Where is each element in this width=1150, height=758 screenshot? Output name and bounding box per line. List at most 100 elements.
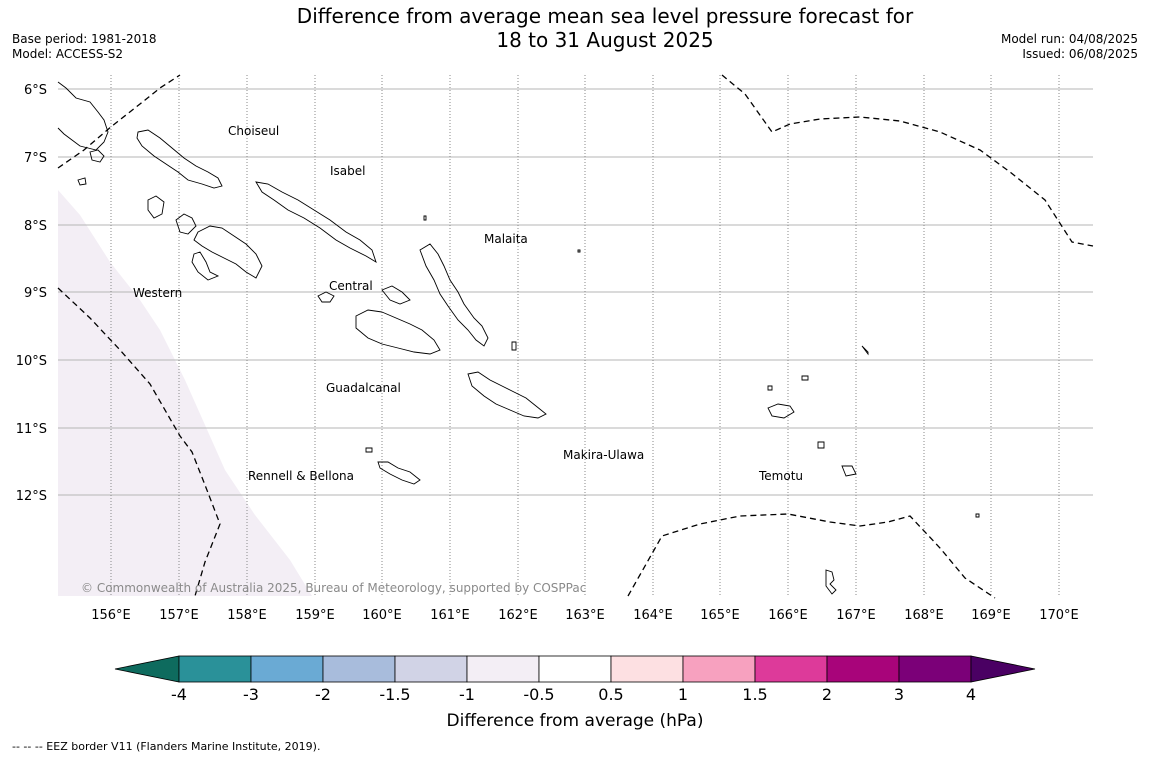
colorbar-tick-label: -1 [459,685,475,704]
lon-label: 168°E [904,608,944,623]
colorbar-segment [394,655,468,683]
province-labels: Choiseul Isabel Malaita Western Central … [133,124,803,483]
issued-date: Issued: 06/08/2025 [1022,47,1138,61]
title-line-2: 18 to 31 August 2025 [496,28,714,52]
colorbar-segment [826,655,900,683]
island-isabel [255,181,377,264]
label-guadalcanal: Guadalcanal [326,381,401,395]
label-makira-ulawa: Makira-Ulawa [563,448,644,462]
colorbar-segment [610,655,684,683]
colorbar-tick-label: 1 [678,685,688,704]
lat-label: 6°S [24,83,47,98]
lon-label: 167°E [836,608,876,623]
model-run: Model run: 04/08/2025 [1000,32,1138,46]
island-guadalcanal [355,309,441,355]
colorbar-label: Difference from average (hPa) [447,711,704,731]
island-tinakula [767,385,773,391]
colorbar-segment [754,655,828,683]
meta-left: Base period: 1981-2018 Model: ACCESS-S2 [12,32,157,62]
title-line-1: Difference from average mean sea level p… [296,4,914,28]
label-malaita: Malaita [484,232,528,246]
lon-label: 162°E [498,608,538,623]
chart-title: Difference from average mean sea level p… [250,4,960,52]
lon-label: 164°E [633,608,673,623]
colorbar-segment [322,655,396,683]
colorbar-tick-label: 4 [966,685,976,704]
island-small-nw [89,149,105,163]
island-tiny-nw [77,177,87,186]
label-isabel: Isabel [330,164,365,178]
island-vanuatu-north [825,569,837,595]
eez-south-east [627,513,996,599]
colorbar-extend-low [114,655,180,683]
colorbar-tick-label: 1.5 [742,685,767,704]
eez-note: -- -- -- EEZ border V11 (Flanders Marine… [12,740,321,753]
eez-west [57,287,221,597]
island-choiseul [136,129,223,189]
colorbar-tick-label: -0.5 [523,685,554,704]
label-rennell-bellona: Rennell & Bellona [248,469,354,483]
lat-label: 12°S [16,489,47,504]
lon-label: 163°E [565,608,605,623]
island-rennell [377,461,421,485]
lat-label: 9°S [24,286,47,301]
model-name: Model: ACCESS-S2 [12,47,124,61]
island-temotu-ndeni [767,403,795,419]
copyright-note: © Commonwealth of Australia 2025, Bureau… [81,581,586,595]
lon-label: 166°E [768,608,808,623]
lon-label: 160°E [362,608,402,623]
colorbar-segment [466,655,540,683]
lon-label: 161°E [430,608,470,623]
label-temotu: Temotu [758,469,803,483]
eez-border [57,74,1094,599]
colorbar-tick-label: 3 [894,685,904,704]
coastlines [57,81,980,595]
lat-label: 11°S [16,422,47,437]
island-bougainville [57,81,109,151]
eez-north-west [57,74,181,169]
lon-label: 170°E [1039,608,1079,623]
colorbar-tick-label: -2 [315,685,331,704]
lon-label: 165°E [700,608,740,623]
island-bellona [365,447,373,453]
base-period: Base period: 1981-2018 [12,32,157,46]
lat-label: 7°S [24,151,47,166]
colorbar-segment [250,655,324,683]
colorbar [114,655,1036,683]
colorbar-tick-label: -1.5 [379,685,410,704]
latitude-gridlines [58,88,1093,496]
label-central: Central [329,279,373,293]
island-makira [467,371,547,419]
lat-label: 8°S [24,219,47,234]
colorbar-segment [898,655,972,683]
colorbar-tick-labels: -4 -3 -2 -1.5 -1 -0.5 0.5 1 1.5 2 3 4 [171,685,976,704]
colorbar-tick-label: 0.5 [598,685,623,704]
eez-north-east [721,74,1094,247]
lon-label: 159°E [295,608,335,623]
longitude-labels: 156°E 157°E 158°E 159°E 160°E 161°E 162°… [91,608,1079,623]
colorbar-segment [682,655,756,683]
colorbar-segment [178,655,252,683]
colorbar-segment [538,655,612,683]
island-central-ngella [317,285,411,305]
island-utupua [817,441,825,449]
map: Choiseul Isabel Malaita Western Central … [16,74,1094,731]
label-choiseul: Choiseul [228,124,279,138]
colorbar-tick-label: 2 [822,685,832,704]
island-duff [861,345,869,356]
lat-label: 10°S [16,354,47,369]
lon-label: 169°E [971,608,1011,623]
colorbar-extend-high [970,655,1036,683]
colorbar-tick-label: -4 [171,685,187,704]
latitude-labels: 6°S 7°S 8°S 9°S 10°S 11°S 12°S [16,83,47,504]
label-western: Western [133,286,182,300]
island-reef [801,375,809,381]
island-new-georgia [175,213,263,279]
island-vanikoro [841,465,857,477]
colorbar-tick-label: -3 [243,685,259,704]
island-tikopia [975,513,980,518]
island-ulawa [511,341,517,351]
island-sikaiana [577,249,581,253]
lon-label: 156°E [91,608,131,623]
island-vella-lavella [147,195,165,219]
